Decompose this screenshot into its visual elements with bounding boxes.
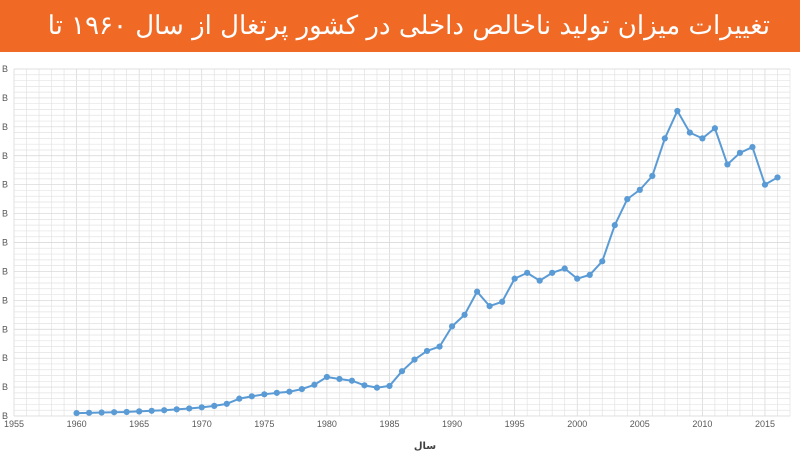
data-point — [636, 186, 643, 193]
data-point — [186, 405, 193, 412]
data-point — [111, 409, 118, 416]
data-point — [336, 375, 343, 383]
data-point — [761, 181, 769, 188]
data-point — [98, 409, 105, 416]
data-point — [499, 298, 506, 305]
data-point — [686, 129, 693, 136]
data-point — [599, 258, 606, 265]
data-point — [386, 382, 393, 390]
y-tick-label: B — [2, 64, 8, 74]
y-tick-label: B — [2, 382, 8, 392]
data-point — [298, 386, 305, 393]
x-tick-label: 2010 — [692, 419, 712, 429]
data-point — [749, 143, 756, 151]
y-tick-label: B — [2, 238, 8, 248]
x-tick-label: 2015 — [755, 419, 775, 429]
x-axis-ticks: 1955 1960 1965 1970 1975 1980 1985 1990 1995 2000… — [4, 419, 775, 429]
data-point — [173, 406, 180, 413]
y-tick-label: B — [2, 180, 8, 190]
data-point — [549, 269, 556, 276]
data-point — [85, 409, 93, 416]
data-point — [524, 269, 531, 276]
data-point — [373, 384, 381, 391]
data-point — [286, 388, 293, 395]
x-tick-label: 1975 — [254, 419, 274, 429]
data-point — [398, 368, 406, 375]
data-point — [724, 161, 731, 168]
data-point — [436, 343, 443, 350]
data-point — [411, 356, 418, 363]
data-point — [236, 395, 243, 402]
data-point — [661, 135, 668, 142]
chart-title: تغییرات میزان تولید ناخالص داخلی در کشور… — [47, 11, 770, 93]
data-point — [486, 303, 493, 310]
y-tick-label: B — [2, 122, 8, 132]
x-tick-label: 1995 — [505, 419, 525, 429]
data-point — [423, 347, 431, 355]
data-point — [461, 311, 468, 318]
data-point — [198, 404, 205, 411]
data-point — [348, 377, 356, 384]
data-point — [624, 196, 631, 203]
x-tick-label: 1980 — [317, 419, 337, 429]
title-banner: تغییرات میزان تولید ناخالص داخلی در کشور… — [0, 0, 800, 93]
data-point — [261, 391, 268, 398]
y-tick-label: B — [2, 151, 8, 161]
data-point — [736, 149, 744, 156]
x-tick-label: 1965 — [129, 419, 149, 429]
data-point — [161, 407, 168, 414]
data-point — [311, 381, 318, 388]
x-tick-label: 1955 — [4, 419, 24, 429]
data-point — [586, 271, 593, 278]
data-point — [73, 410, 80, 417]
data-point — [473, 288, 481, 295]
data-point — [223, 400, 230, 407]
data-point — [323, 373, 331, 381]
data-point — [361, 382, 368, 389]
x-tick-label: 2000 — [567, 419, 587, 429]
grid-lines — [13, 68, 791, 417]
data-point — [649, 172, 656, 180]
y-tick-label: B — [2, 411, 8, 421]
data-point — [211, 402, 218, 409]
y-tick-label: B — [2, 353, 8, 363]
x-axis-label: سال — [414, 441, 436, 452]
data-point — [448, 323, 456, 330]
data-point — [561, 265, 568, 272]
data-point — [711, 125, 719, 132]
data-point — [536, 277, 543, 284]
x-tick-label: 1970 — [192, 419, 212, 429]
data-point — [123, 408, 130, 416]
data-point — [699, 135, 706, 142]
x-tick-label: 1960 — [67, 419, 87, 429]
data-point — [674, 107, 681, 115]
y-tick-label: B — [2, 295, 8, 305]
data-point — [774, 174, 781, 181]
x-tick-label: 2005 — [630, 419, 650, 429]
data-point — [574, 275, 581, 282]
y-tick-label: B — [2, 266, 8, 276]
data-point — [248, 393, 255, 400]
data-point — [611, 222, 618, 229]
data-point — [148, 407, 155, 414]
y-axis-ticks: B B B B B B B B B B B B B — [2, 64, 8, 421]
y-tick-label: B — [2, 209, 8, 219]
data-point — [273, 389, 280, 396]
y-tick-label: B — [2, 324, 8, 334]
data-point — [511, 275, 518, 282]
x-tick-label: 1990 — [442, 419, 462, 429]
y-tick-label: B — [2, 93, 8, 103]
data-points — [73, 107, 781, 417]
data-point — [136, 408, 143, 415]
x-tick-label: 1985 — [379, 419, 399, 429]
